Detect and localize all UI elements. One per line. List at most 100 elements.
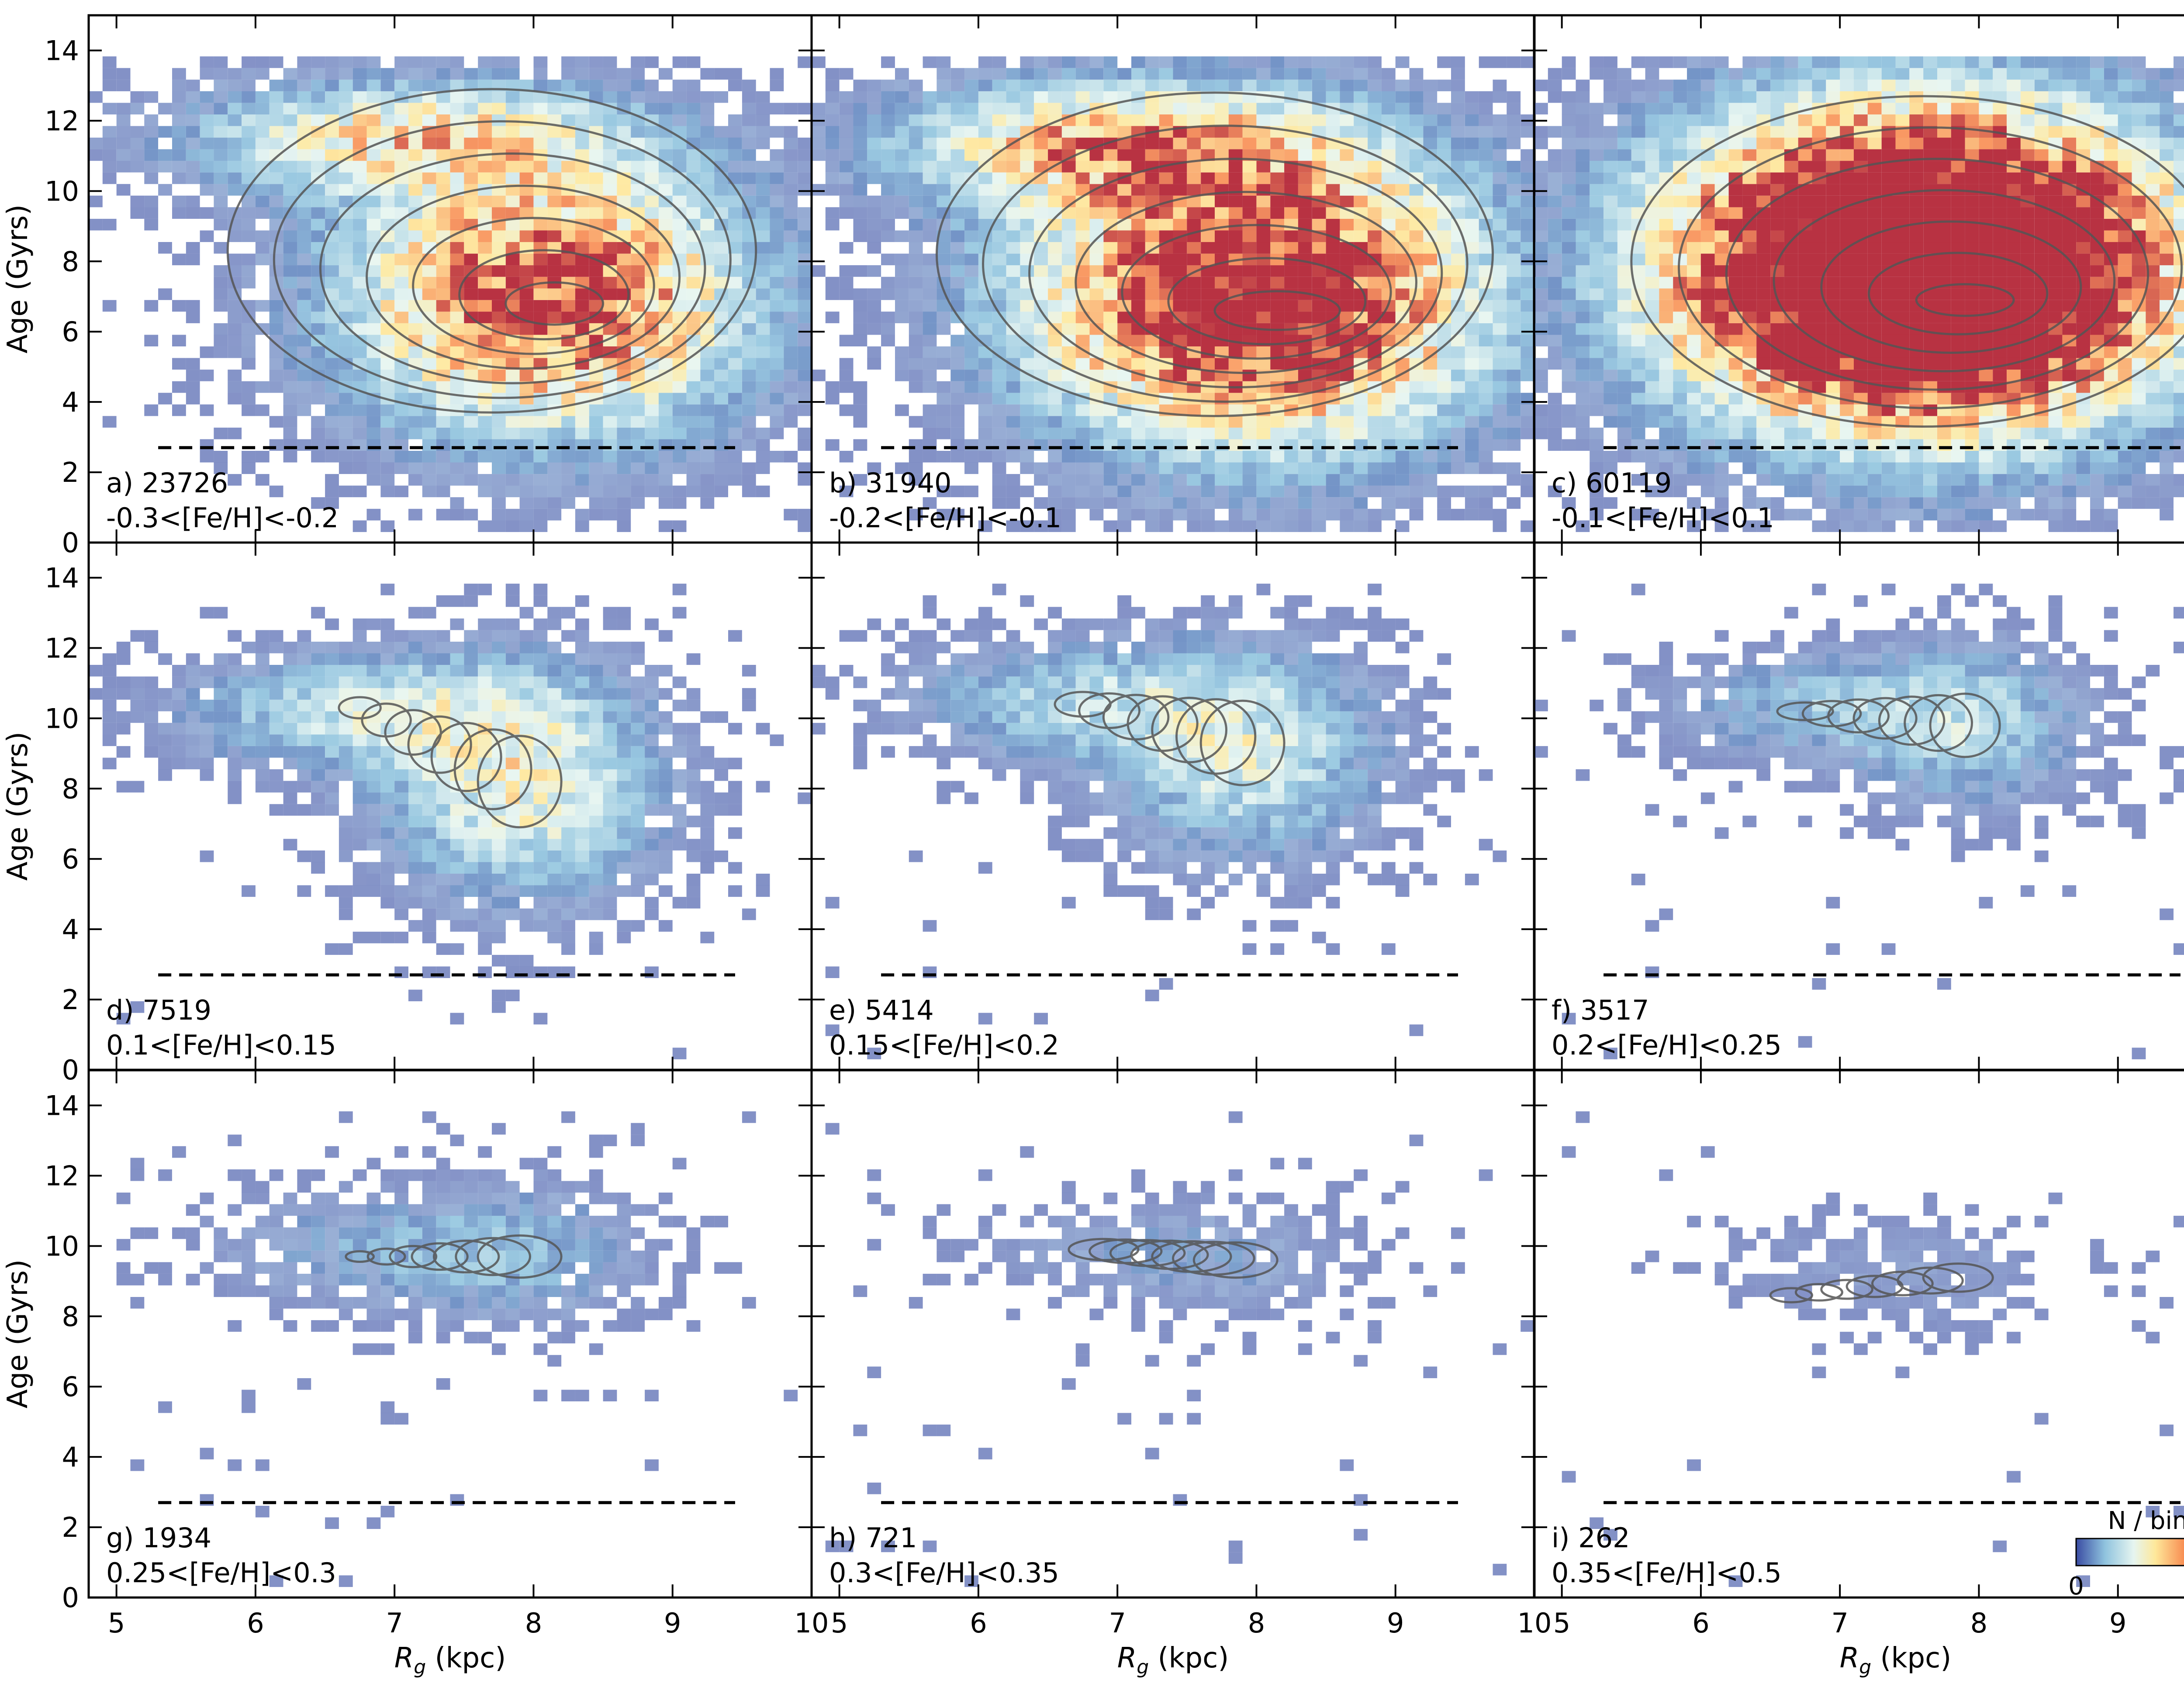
heatmap-bin <box>1631 393 1645 405</box>
heatmap-bin <box>923 381 937 393</box>
heatmap-bin <box>1714 404 1729 416</box>
heatmap-bin <box>853 381 867 393</box>
heatmap-bin <box>1770 68 1784 80</box>
heatmap-bin <box>1187 474 1201 486</box>
heatmap-bin <box>1020 138 1034 149</box>
heatmap-bin <box>992 172 1006 184</box>
heatmap-bin <box>1117 195 1131 207</box>
heatmap-bin <box>978 126 992 138</box>
heatmap-bin <box>1714 242 1729 254</box>
heatmap-bin <box>853 80 867 91</box>
heatmap-bin <box>1381 462 1396 474</box>
heatmap-bin <box>839 103 854 114</box>
heatmap-bin <box>1714 80 1729 91</box>
heatmap-bin <box>352 427 367 439</box>
heatmap-bin <box>1728 114 1743 126</box>
heatmap-bin <box>478 335 492 346</box>
heatmap-bin <box>1326 485 1340 498</box>
heatmap-bin <box>895 404 909 416</box>
heatmap-bin <box>1409 485 1424 498</box>
heatmap-bin <box>1159 474 1173 486</box>
heatmap-bin <box>1854 277 1868 289</box>
heatmap-bin <box>895 277 909 289</box>
heatmap-bin <box>839 149 854 161</box>
heatmap-bin <box>102 103 117 114</box>
heatmap-bin <box>1687 497 1701 509</box>
heatmap-bin <box>352 300 367 312</box>
heatmap-bin <box>1548 288 1562 300</box>
heatmap-bin <box>617 485 631 498</box>
heatmap-bin <box>283 381 297 393</box>
heatmap-bin <box>1493 393 1507 405</box>
heatmap-bin <box>1881 462 1896 474</box>
heatmap-bin <box>1687 265 1701 277</box>
heatmap-bin <box>478 126 492 138</box>
heatmap-bin <box>1368 300 1382 312</box>
heatmap-bin <box>867 323 881 335</box>
heatmap-bin <box>1895 497 1910 509</box>
heatmap-bin <box>1340 311 1354 323</box>
heatmap-bin <box>1437 138 1451 149</box>
heatmap-bin <box>1812 451 1826 463</box>
heatmap-bin <box>575 300 589 312</box>
heatmap-bin <box>1507 404 1521 416</box>
heatmap-bin <box>1714 288 1729 300</box>
heatmap-bin <box>422 218 436 231</box>
heatmap-bin <box>2007 508 2021 521</box>
heatmap-bin <box>1687 416 1701 428</box>
heatmap-bin <box>255 404 270 416</box>
heatmap-bin <box>978 253 992 266</box>
heatmap-bin <box>408 242 422 254</box>
heatmap-bin <box>923 416 937 428</box>
heatmap-bin <box>1020 91 1034 103</box>
heatmap-bin <box>839 358 854 370</box>
heatmap-bin <box>1993 451 2007 463</box>
heatmap-bin <box>603 184 617 196</box>
contour-line <box>1213 290 1341 331</box>
heatmap-bin <box>325 427 339 439</box>
heatmap-bin <box>1576 161 1590 173</box>
heatmap-bin <box>1521 253 1534 266</box>
heatmap-bin <box>1937 195 1951 207</box>
heatmap-bin <box>1173 474 1187 486</box>
heatmap-bin <box>1201 462 1215 474</box>
heatmap-bin <box>1493 114 1507 126</box>
heatmap-bin <box>228 346 242 358</box>
heatmap-bin <box>936 138 951 149</box>
heatmap-bin <box>283 393 297 405</box>
heatmap-bin <box>547 300 562 312</box>
heatmap-bin <box>1103 126 1118 138</box>
heatmap-bin <box>2007 404 2021 416</box>
heatmap-bin <box>1714 218 1729 231</box>
heatmap-bin <box>853 218 867 231</box>
heatmap-bin <box>1354 508 1368 521</box>
heatmap-bin <box>1451 370 1465 381</box>
heatmap-bin <box>1006 161 1020 173</box>
heatmap-bin <box>1756 172 1770 184</box>
heatmap-bin <box>505 114 520 126</box>
heatmap-bin <box>672 427 687 439</box>
heatmap-bin <box>297 114 311 126</box>
heatmap-bin <box>561 416 575 428</box>
heatmap-bin <box>1854 207 1868 219</box>
heatmap-bin <box>1117 497 1131 509</box>
heatmap-bin <box>978 300 992 312</box>
heatmap-bin <box>1617 253 1631 266</box>
heatmap-bin <box>505 277 520 289</box>
heatmap-bin <box>1256 172 1271 184</box>
heatmap-bin <box>658 138 673 149</box>
heatmap-bin <box>366 265 381 277</box>
heatmap-bin <box>770 80 784 91</box>
heatmap-bin <box>1576 218 1590 231</box>
heatmap-bin <box>1742 56 1757 68</box>
heatmap-bin <box>519 520 534 532</box>
heatmap-bin <box>1215 172 1229 184</box>
heatmap-bin <box>1840 427 1854 439</box>
heatmap-bin <box>1201 68 1215 80</box>
heatmap-bin <box>1603 242 1617 254</box>
heatmap-bin <box>283 288 297 300</box>
heatmap-bin <box>1937 103 1951 114</box>
heatmap-bin <box>1479 184 1493 196</box>
heatmap-bin <box>325 265 339 277</box>
heatmap-bin <box>936 195 951 207</box>
